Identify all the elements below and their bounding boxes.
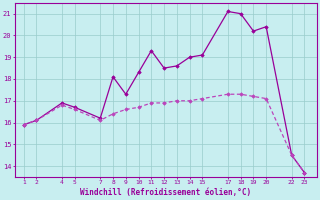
X-axis label: Windchill (Refroidissement éolien,°C): Windchill (Refroidissement éolien,°C) bbox=[80, 188, 252, 197]
